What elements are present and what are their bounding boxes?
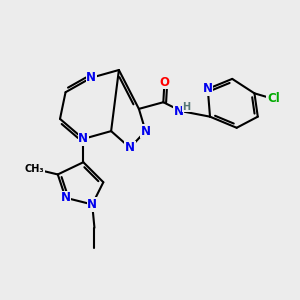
Text: N: N: [203, 82, 213, 95]
Text: N: N: [174, 105, 184, 118]
Text: N: N: [86, 71, 96, 84]
Text: O: O: [159, 76, 170, 89]
Text: N: N: [141, 124, 151, 138]
Text: CH₃: CH₃: [25, 164, 44, 174]
Text: N: N: [125, 141, 135, 154]
Text: H: H: [183, 102, 191, 112]
Text: N: N: [78, 132, 88, 146]
Text: N: N: [61, 191, 70, 204]
Text: Cl: Cl: [267, 92, 280, 105]
Text: N: N: [87, 198, 97, 211]
